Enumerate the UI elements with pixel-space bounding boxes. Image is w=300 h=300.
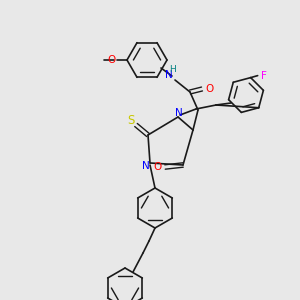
- Text: N: N: [142, 161, 150, 171]
- Text: N: N: [165, 70, 173, 80]
- Text: O: O: [205, 84, 213, 94]
- Text: F: F: [261, 70, 267, 81]
- Text: O: O: [154, 162, 162, 172]
- Text: H: H: [169, 65, 176, 74]
- Text: S: S: [127, 113, 135, 127]
- Text: N: N: [175, 108, 183, 118]
- Text: O: O: [108, 55, 116, 65]
